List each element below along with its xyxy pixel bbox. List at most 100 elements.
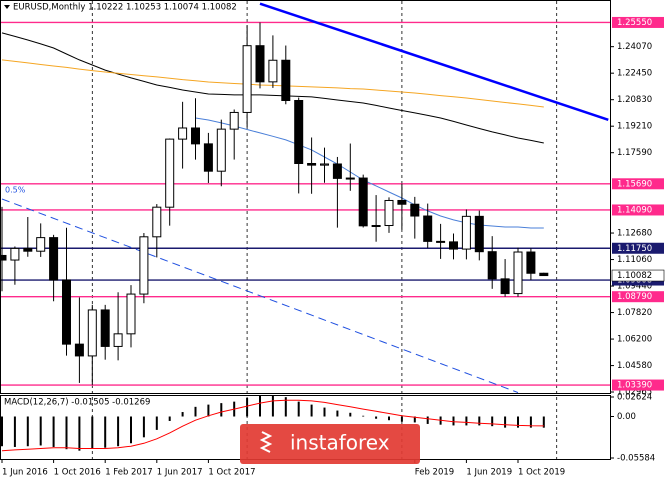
y-tick-label: 1.02965 [617, 388, 652, 398]
x-tick-label: 1 Oct 2017 [208, 468, 255, 478]
x-tick-label: 1 Oct 2016 [54, 468, 101, 478]
macd-bar [117, 416, 120, 447]
macd-bar [349, 412, 352, 417]
macd-bar [65, 416, 68, 450]
level-box [612, 291, 664, 303]
candle-body [320, 163, 329, 166]
candle-body [449, 241, 458, 250]
candle-body [268, 59, 278, 83]
macd-bar [478, 416, 481, 426]
y-tick-label: 1.12680 [617, 229, 652, 239]
title-icon [4, 5, 10, 9]
level-box [612, 16, 664, 28]
macd-bar [310, 404, 313, 417]
level-label: 1.03390 [617, 381, 652, 391]
macd-bar [155, 416, 158, 430]
candle-body [281, 59, 291, 102]
macd-bar [388, 416, 390, 421]
candle-body [62, 279, 71, 345]
macd-bar [336, 410, 339, 417]
trendline-label: 0.5% [5, 186, 26, 195]
macd-bar [181, 412, 184, 417]
candle-body [178, 127, 188, 140]
candle-body [461, 215, 471, 250]
candle-body [229, 111, 239, 130]
candle-body [358, 177, 368, 227]
x-tick-label: 1 Jun 2016 [2, 468, 48, 478]
trendline [259, 2, 609, 121]
y-tick-label: 1.17590 [617, 148, 652, 158]
candle-body [526, 251, 536, 274]
x-tick-label: 1 Jun 2017 [157, 468, 203, 478]
y-tick-label: 1.24070 [617, 42, 652, 52]
moving-average [1, 32, 544, 144]
level-label: 1.14090 [617, 205, 652, 215]
macd-bar [504, 416, 507, 428]
candle-body [152, 206, 162, 238]
macd-bar [271, 395, 274, 417]
candle-body [332, 163, 342, 179]
front-layer: EURUSD,Monthly 1.10222 1.10253 1.10074 1… [4, 3, 420, 464]
candle-body [165, 138, 175, 208]
watermark: instaforex [290, 431, 390, 455]
candle-body [436, 240, 446, 243]
candle-body [423, 215, 433, 242]
macd-bar [52, 416, 55, 447]
macd-bar [517, 416, 519, 428]
macd-bar [142, 416, 145, 438]
macd-bar [413, 416, 416, 423]
candle-body [10, 247, 20, 261]
level-label: 1.11750 [617, 244, 652, 254]
macd-bar [323, 407, 326, 417]
candle-body [255, 45, 265, 83]
y-tick-label: 1.06200 [617, 335, 652, 345]
candle-body [49, 237, 59, 281]
candle-body [126, 293, 136, 335]
candle-body [294, 100, 304, 164]
macd-bar [104, 416, 107, 448]
macd-bar [207, 404, 210, 417]
candle-body [500, 278, 510, 295]
candle-body [36, 237, 46, 252]
macd-bar [1, 416, 3, 447]
x-tick-label: Feb 2019 [415, 468, 454, 478]
candle-body [384, 199, 394, 227]
candle-body [139, 236, 149, 295]
candle-body [191, 127, 200, 145]
candle-body [0, 254, 7, 261]
candle-body [487, 251, 497, 280]
candle-body [397, 199, 407, 205]
macd-bar [13, 416, 16, 447]
moving-average [195, 117, 544, 229]
candle-body [216, 128, 226, 172]
candle-body [474, 215, 484, 253]
y-tick-label: 1.04580 [617, 361, 652, 371]
macd-bar [452, 416, 455, 426]
candle-body [113, 333, 123, 347]
watermark-logo [259, 431, 273, 453]
y-tick-label: 0.00 [617, 412, 636, 422]
macd-bar [491, 416, 494, 427]
x-tick-label: 1 Oct 2019 [518, 468, 565, 478]
candle-body [539, 272, 549, 277]
level-box [612, 379, 664, 391]
macd-bar [78, 416, 81, 451]
candle-body [371, 225, 381, 228]
candle-body [242, 45, 252, 113]
level-label: 1.15690 [617, 179, 652, 189]
candle-body [203, 143, 213, 172]
macd-bar [529, 416, 532, 428]
macd-bar [220, 403, 223, 417]
y-tick-label: -0.05584 [617, 454, 655, 464]
watermark-box [240, 424, 420, 464]
level-box [612, 242, 664, 254]
candle-body [23, 247, 33, 252]
macd-bar [194, 406, 197, 417]
y-tick-label: 1.07820 [617, 308, 652, 318]
x-tick-label: 1 Jun 2019 [466, 468, 512, 478]
candle-body [100, 309, 110, 347]
trendline [1, 198, 519, 394]
macd-bar [26, 416, 29, 447]
